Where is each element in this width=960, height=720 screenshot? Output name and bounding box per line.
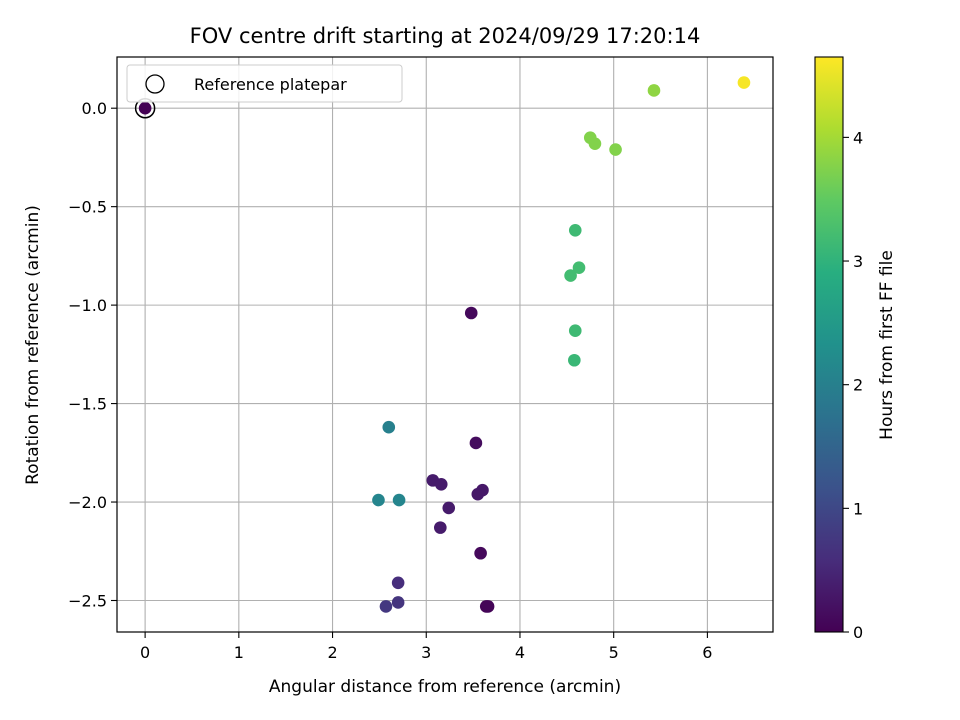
colorbar-tick-label: 3 — [853, 252, 863, 271]
data-point — [568, 223, 582, 237]
y-tick-label: −0.5 — [68, 198, 107, 217]
data-point — [372, 493, 385, 507]
plot-area-frame — [116, 56, 774, 633]
data-point — [588, 137, 602, 150]
y-tick-label: −1.0 — [68, 296, 107, 315]
y-axis-label: Rotation from reference (arcmin) — [23, 205, 43, 485]
data-point — [481, 600, 495, 613]
x-tick-label: 6 — [702, 643, 712, 662]
y-tick-label: −2.5 — [68, 591, 107, 610]
data-point — [568, 324, 582, 338]
data-point — [609, 143, 622, 156]
data-point — [564, 269, 577, 282]
x-tick-label: 2 — [327, 643, 337, 662]
colorbar-tick-label: 1 — [853, 499, 863, 518]
chart-title: FOV centre drift starting at 2024/09/29 … — [190, 24, 701, 48]
y-axis-ticks: 0.0 −0.5 −1.0 −1.5 −2.0 −2.5 — [68, 99, 117, 610]
legend: Reference platepar — [126, 64, 403, 103]
x-tick-label: 0 — [140, 643, 150, 662]
scatter-points — [138, 76, 751, 613]
colorbar-label: Hours from first FF file — [877, 250, 897, 440]
data-point — [138, 101, 152, 115]
data-point — [647, 84, 661, 97]
colorbar-tick-label: 0 — [853, 623, 863, 642]
data-point — [379, 600, 393, 613]
data-point — [568, 353, 581, 367]
data-point — [737, 76, 751, 89]
colorbar-tick-label: 4 — [853, 128, 863, 147]
data-point — [391, 596, 405, 609]
y-tick-label: 0.0 — [82, 99, 107, 118]
data-point — [442, 501, 456, 515]
data-point — [572, 261, 586, 275]
legend-marker — [145, 74, 165, 94]
x-tick-label: 1 — [234, 643, 244, 662]
grid — [117, 57, 773, 632]
x-tick-label: 5 — [609, 643, 619, 662]
colorbar: 0 1 2 3 4 Hours from first FF file — [814, 56, 897, 642]
x-tick-label: 3 — [421, 643, 431, 662]
data-point — [464, 306, 478, 320]
legend-label: Reference platepar — [194, 75, 347, 94]
colorbar-ticks: 0 1 2 3 4 — [843, 128, 863, 642]
data-point — [391, 576, 405, 590]
data-point — [382, 420, 396, 434]
y-tick-label: −1.5 — [68, 395, 107, 414]
colorbar-tick-label: 2 — [853, 376, 863, 395]
y-tick-label: −2.0 — [68, 493, 107, 512]
colorbar-gradient — [814, 56, 844, 633]
data-point — [392, 493, 406, 507]
x-axis-label: Angular distance from reference (arcmin) — [269, 677, 621, 697]
x-axis-ticks: 0 1 2 3 4 5 6 — [140, 632, 712, 662]
data-point — [469, 436, 483, 450]
legend-box — [126, 64, 403, 103]
data-point — [474, 546, 487, 560]
data-point — [434, 478, 448, 491]
data-point — [476, 483, 489, 497]
x-tick-label: 4 — [515, 643, 525, 662]
data-point — [434, 521, 447, 534]
